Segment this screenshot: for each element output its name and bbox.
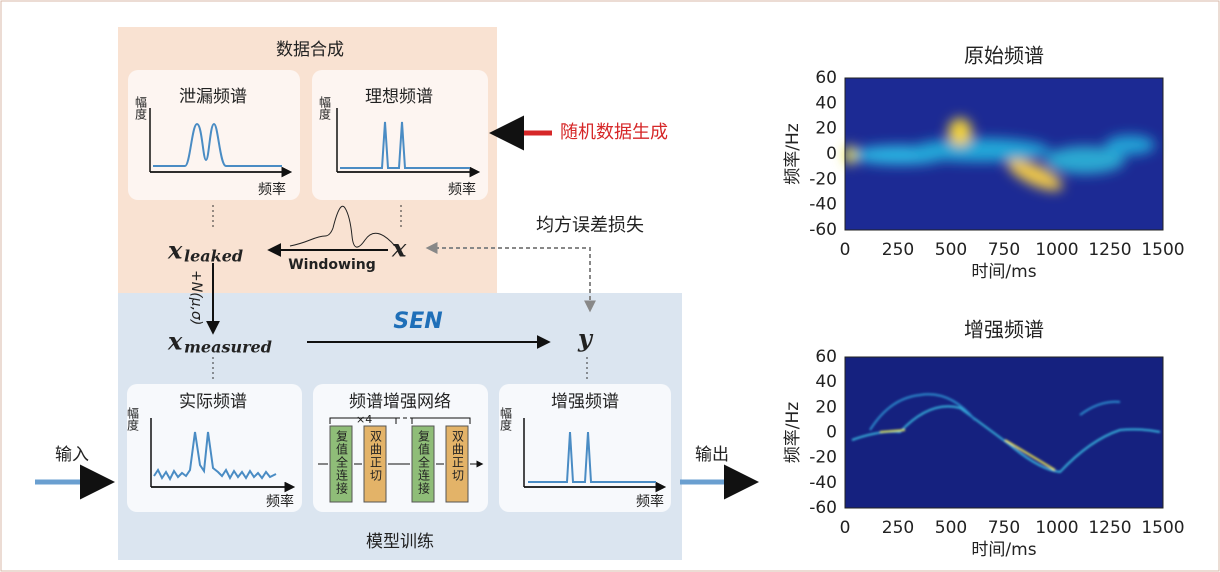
figure: 数据合成 泄漏频谱 幅度 频率 理想频谱 幅度 频率 随机数据生成 x leak… [0,0,1220,572]
y-tick-label: 40 [815,372,837,392]
y-tick-label: 20 [815,119,837,139]
y-tick-label: -20 [809,169,837,189]
mse-label: 均方误差损失 [536,215,644,236]
x-tick-label: 750 [988,518,1020,538]
x-tick-label: 1250 [1088,518,1131,538]
block-label: 复值全连接 [335,430,349,495]
x-tick-label: 500 [935,240,967,260]
x-label: 频率 [266,493,294,510]
x-label: 频率 [636,493,664,510]
y-tick-label: 60 [815,347,837,367]
panel-title: 频谱增强网络 [349,392,451,412]
y-label: 幅度 [499,406,513,431]
y-tick-label: -40 [809,473,837,493]
x-tick-label: 1000 [1035,240,1078,260]
input-label: 输入 [55,445,89,465]
y-tick-label: -20 [809,448,837,468]
x-axis-label: 时间/ms [971,540,1036,560]
page: 数据合成 泄漏频谱 幅度 频率 理想频谱 幅度 频率 随机数据生成 x leak… [0,0,1220,572]
x-measured-sub: measured [184,338,272,357]
x-tick-label: 250 [882,518,914,538]
x-tick-label: 1500 [1141,240,1184,260]
y-tick-label: 60 [815,68,837,88]
x-measured: x [167,327,183,356]
y-tick-label: -40 [809,195,837,215]
x-axis-label: 时间/ms [971,262,1036,282]
x-tick-label: 750 [988,240,1020,260]
y-tick-label: 20 [815,397,837,417]
x-tick-label: 1500 [1141,518,1184,538]
y-axis-label: 频率/Hz [783,123,803,185]
block-label: 双曲正切 [369,430,383,482]
random-label: 随机数据生成 [560,122,668,143]
x-label-math: x [391,234,407,263]
x-tick-label: 250 [882,240,914,260]
panel-title: 泄漏频谱 [179,87,247,107]
x-tick-label: 0 [840,518,851,538]
x-tick-label: 0 [840,240,851,260]
x-label: 频率 [258,181,286,198]
noise-label: +N(μ,σ) [188,270,204,325]
y-label: 幅度 [134,95,148,120]
y-tick-label: 0 [826,144,837,164]
spectrogram-title: 增强频谱 [964,318,1044,342]
sen-label: SEN [393,309,442,334]
panel-title: 实际频谱 [179,392,247,412]
y-math: y [577,324,594,353]
y-label: 幅度 [126,406,140,431]
windowing-label: Windowing [288,257,376,273]
y-tick-label: -60 [809,498,837,518]
spectrogram-title: 原始频谱 [964,44,1044,68]
y-label: 幅度 [318,95,332,120]
block-label: 复值全连接 [417,430,431,495]
panel-title: 理想频谱 [365,87,433,107]
repeat-label: ×4 [356,413,372,426]
training-title: 模型训练 [366,532,434,552]
y-axis-label: 频率/Hz [783,402,803,464]
output-label: 输出 [695,445,729,465]
block-label: 双曲正切 [451,430,465,482]
x-leaked-sub: leaked [184,247,243,266]
synthesis-title: 数据合成 [276,40,344,60]
y-tick-label: 0 [826,423,837,443]
x-tick-label: 1250 [1088,240,1131,260]
y-tick-label: -60 [809,220,837,240]
y-tick-label: 40 [815,93,837,113]
x-leaked: x [167,236,183,265]
x-tick-label: 1000 [1035,518,1078,538]
panel-title: 增强频谱 [551,392,619,412]
x-label: 频率 [448,181,476,198]
x-tick-label: 500 [935,518,967,538]
